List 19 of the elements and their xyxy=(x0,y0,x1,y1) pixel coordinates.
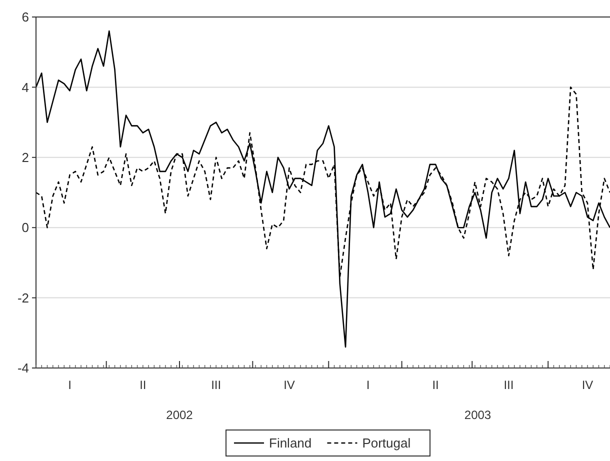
x-tick-label: I xyxy=(366,378,370,392)
legend-label: Finland xyxy=(269,436,312,451)
y-tick-label: 2 xyxy=(22,150,29,165)
x-tick-label: I xyxy=(68,378,72,392)
y-tick-label: -2 xyxy=(17,290,29,306)
y-tick-label: 6 xyxy=(22,10,29,25)
y-tick-label: 0 xyxy=(22,220,29,236)
y-tick-label: -4 xyxy=(17,360,29,376)
line-series xyxy=(35,30,610,348)
y-tick-label: 4 xyxy=(22,80,29,95)
x-tick-label: III xyxy=(211,378,222,392)
x-tick-label: IV xyxy=(284,378,295,392)
text: 2003 xyxy=(464,408,492,422)
x-tick-label: II xyxy=(432,378,439,392)
x-tick-label: IV xyxy=(582,378,594,392)
text: 2002 xyxy=(166,408,194,422)
x-tick-label: III xyxy=(504,378,514,392)
x-tick-label: II xyxy=(140,378,146,392)
legend-label: Portugal xyxy=(362,436,411,451)
